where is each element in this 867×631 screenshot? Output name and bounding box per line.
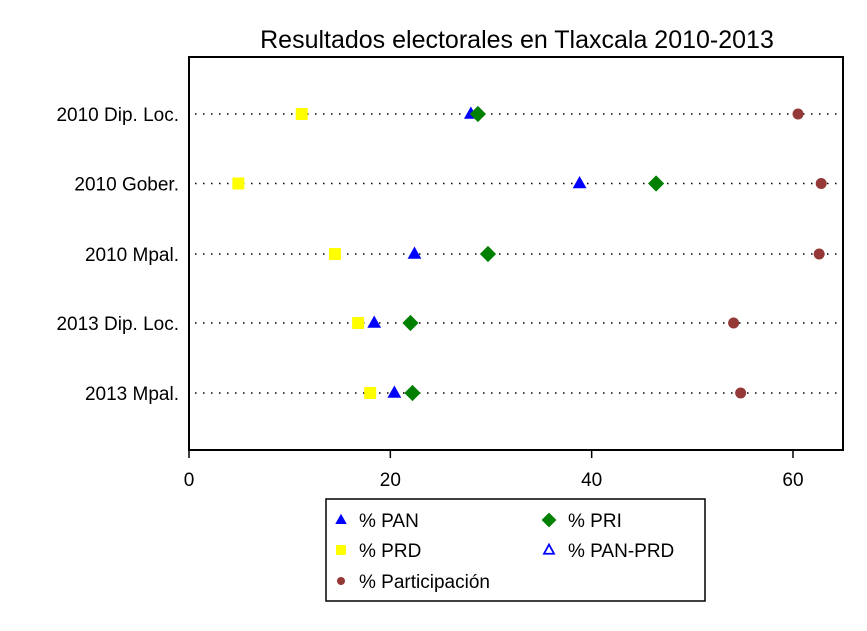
point-participacin <box>815 178 827 189</box>
legend-box <box>325 498 706 602</box>
legend-marker <box>542 542 556 555</box>
point-pri <box>404 384 421 402</box>
legend-label: % PAN <box>359 511 419 532</box>
point-pri <box>402 314 419 332</box>
point-prd <box>295 108 308 120</box>
y-tick-label: 2010 Mpal. <box>85 245 179 266</box>
legend-marker <box>335 513 347 524</box>
legend-marker <box>541 512 557 528</box>
point-pan <box>572 176 587 189</box>
x-tick-label: 0 <box>184 470 195 491</box>
y-axis-labels: 2010 Dip. Loc. 2010 Gober. 2010 Mpal. 2013 … <box>56 105 179 405</box>
legend-label: % Participación <box>359 572 490 593</box>
point-prd <box>232 177 245 190</box>
x-tick-label: 20 <box>380 470 401 491</box>
point-participacin <box>735 387 747 399</box>
legend-marker <box>337 577 345 585</box>
x-tick-label: 40 <box>581 470 602 491</box>
chart-title: Resultados electorales en Tlaxcala 2010-… <box>260 26 774 54</box>
point-prd <box>364 387 377 399</box>
x-tick-label: 60 <box>782 470 803 491</box>
point-pri <box>469 105 487 123</box>
point-pan <box>407 246 422 259</box>
point-prd <box>352 317 365 329</box>
y-tick-label: 2013 Mpal. <box>85 384 179 405</box>
y-tick-label: 2010 Dip. Loc. <box>56 105 179 126</box>
legend-marker <box>336 545 346 555</box>
point-pri <box>479 245 497 263</box>
point-pri <box>647 175 665 192</box>
point-pan <box>387 385 402 398</box>
y-tick-label: 2010 Gober. <box>74 175 179 196</box>
point-pan <box>367 315 382 328</box>
point-participacin <box>813 248 825 260</box>
legend: % PAN % PRI % PRD % PAN-PRD % Participación <box>325 498 706 602</box>
point-prd <box>328 248 341 260</box>
legend-label: % PAN-PRD <box>568 541 674 562</box>
point-participacin <box>792 108 804 120</box>
point-participacin <box>728 317 740 329</box>
data-marks <box>232 105 827 402</box>
y-tick-label: 2013 Dip. Loc. <box>56 314 179 335</box>
legend-label: % PRD <box>359 541 421 562</box>
x-axis: 0 20 40 60 <box>184 450 804 491</box>
legend-label: % PRI <box>568 511 622 532</box>
